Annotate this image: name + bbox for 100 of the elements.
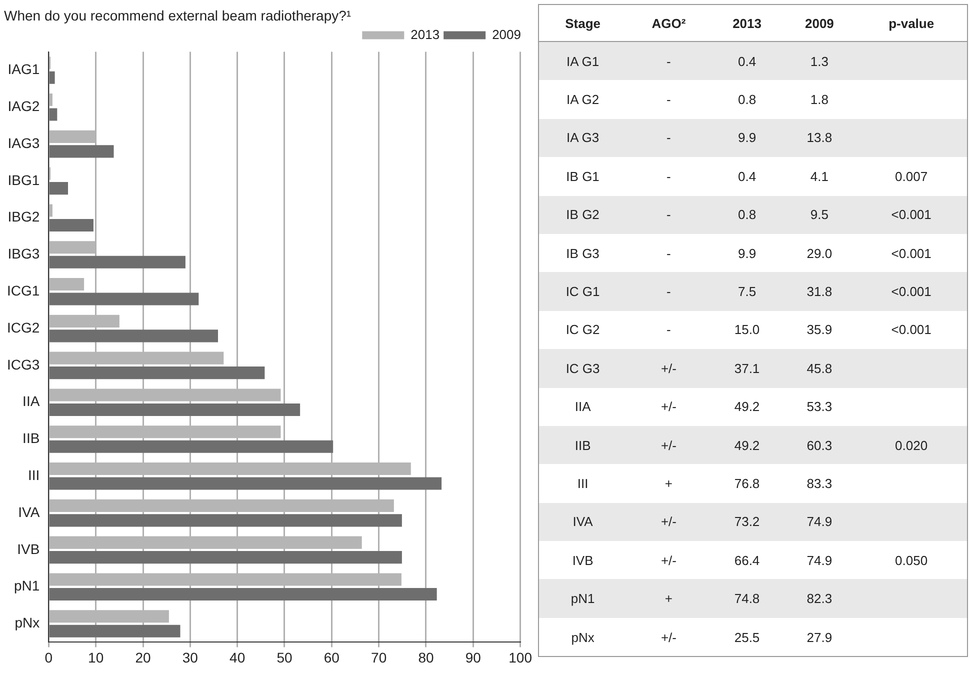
text: - xyxy=(666,322,671,338)
y-tick-label: IBG2 xyxy=(8,208,40,225)
text: +/- xyxy=(660,360,676,376)
text: 74.9 xyxy=(806,552,832,568)
text: - xyxy=(666,54,671,69)
y-tick-label: IAG1 xyxy=(8,61,40,78)
bar xyxy=(49,108,58,121)
bar xyxy=(49,514,402,527)
text: 9.5 xyxy=(810,207,828,222)
category-label: IC G3 xyxy=(566,360,600,376)
bar xyxy=(49,551,402,564)
text: +/- xyxy=(660,514,676,530)
text: - xyxy=(666,168,671,184)
category-label: 2009 xyxy=(783,5,856,42)
category-label: IVB xyxy=(572,552,594,568)
y-tick-label: IIB xyxy=(22,430,40,446)
y-tick-label: ICG3 xyxy=(6,356,40,372)
text: - xyxy=(666,207,671,222)
category-label: IC G1 xyxy=(566,284,600,300)
category-label: AGO² xyxy=(626,5,711,42)
text: 13.8 xyxy=(806,130,832,146)
text: +/- xyxy=(660,552,676,568)
text: + xyxy=(664,591,672,606)
category-label: pNx xyxy=(571,630,594,645)
y-tick-label: IIA xyxy=(22,393,40,410)
text: 76.8 xyxy=(734,476,760,491)
y-tick-label: pN1 xyxy=(14,578,40,594)
category-label: IA G1 xyxy=(566,54,600,69)
category-label: Stage xyxy=(539,5,627,42)
text: 60.3 xyxy=(806,438,832,453)
y-tick-label: ICG2 xyxy=(6,319,40,336)
text: 9.9 xyxy=(738,246,756,261)
text: +/- xyxy=(660,630,676,645)
bar xyxy=(49,588,437,601)
text: 29.0 xyxy=(806,246,832,261)
category-label: IA G2 xyxy=(566,92,600,108)
text: 0.4 xyxy=(738,168,756,184)
x-tick-label: 40 xyxy=(230,649,246,666)
x-tick-label: 90 xyxy=(465,649,482,666)
text: 74.9 xyxy=(806,514,832,530)
y-tick-label: IVA xyxy=(18,504,40,520)
category-label: IIB xyxy=(574,438,591,453)
text: 0.050 xyxy=(895,552,928,568)
x-tick-label: 20 xyxy=(135,649,151,666)
bar xyxy=(49,477,442,490)
bar xyxy=(49,330,218,342)
text: 1.3 xyxy=(810,54,828,69)
category-label: III xyxy=(577,476,588,491)
text: 9.9 xyxy=(738,130,756,146)
text: 0.007 xyxy=(895,168,928,184)
y-tick-label: IBG3 xyxy=(8,246,40,262)
bar xyxy=(49,145,114,158)
bar xyxy=(49,182,68,195)
y-tick-label: IVB xyxy=(17,540,40,557)
text: - xyxy=(666,92,671,108)
category-label: IB G1 xyxy=(566,168,600,184)
bar xyxy=(49,440,334,453)
bar xyxy=(49,256,186,268)
x-tick-label: 80 xyxy=(418,649,434,666)
text: - xyxy=(666,246,671,261)
bar xyxy=(49,366,265,380)
text: 27.9 xyxy=(806,630,832,645)
text: +/- xyxy=(660,438,676,453)
text: 66.4 xyxy=(734,552,760,568)
x-tick-label: 50 xyxy=(276,649,292,666)
text: - xyxy=(666,284,671,300)
bar xyxy=(49,292,199,306)
text: 0.020 xyxy=(895,438,928,453)
text: 35.9 xyxy=(806,322,832,338)
category-label: IB G2 xyxy=(566,207,600,222)
bar xyxy=(49,624,180,638)
y-tick-label: IBG1 xyxy=(8,172,40,188)
category-label: pN1 xyxy=(570,591,595,606)
text: 31.8 xyxy=(806,284,832,300)
y-tick-label: pNx xyxy=(14,614,40,631)
text: <0.001 xyxy=(891,284,932,300)
y-tick-label: IAG3 xyxy=(8,134,40,151)
text: + xyxy=(664,476,672,491)
text: 73.2 xyxy=(734,514,760,530)
category-label: p-value xyxy=(856,5,967,42)
category-label: IB G3 xyxy=(566,246,600,261)
bar xyxy=(49,403,300,416)
chart-title: When do you recommend external beam radiotherapy?¹ xyxy=(4,7,352,24)
text: 37.1 xyxy=(734,360,760,376)
legend-label: 2009 xyxy=(492,26,521,42)
category-label: 2013 xyxy=(710,5,784,42)
text: 49.2 xyxy=(734,438,760,453)
text: 82.3 xyxy=(806,591,832,606)
x-tick-label: 10 xyxy=(88,649,104,666)
x-tick-label: 30 xyxy=(182,649,198,666)
y-tick-label: IAG2 xyxy=(8,98,40,114)
x-tick-label: 70 xyxy=(371,649,387,666)
text: 7.5 xyxy=(738,284,756,300)
legend-label: 2013 xyxy=(410,26,440,42)
text: +/- xyxy=(660,399,676,414)
x-tick-label: 0 xyxy=(44,649,53,666)
text: 45.8 xyxy=(806,360,832,376)
category-label: IVA xyxy=(572,514,593,530)
text: 25.5 xyxy=(734,630,760,645)
x-tick-label: 60 xyxy=(324,649,340,666)
